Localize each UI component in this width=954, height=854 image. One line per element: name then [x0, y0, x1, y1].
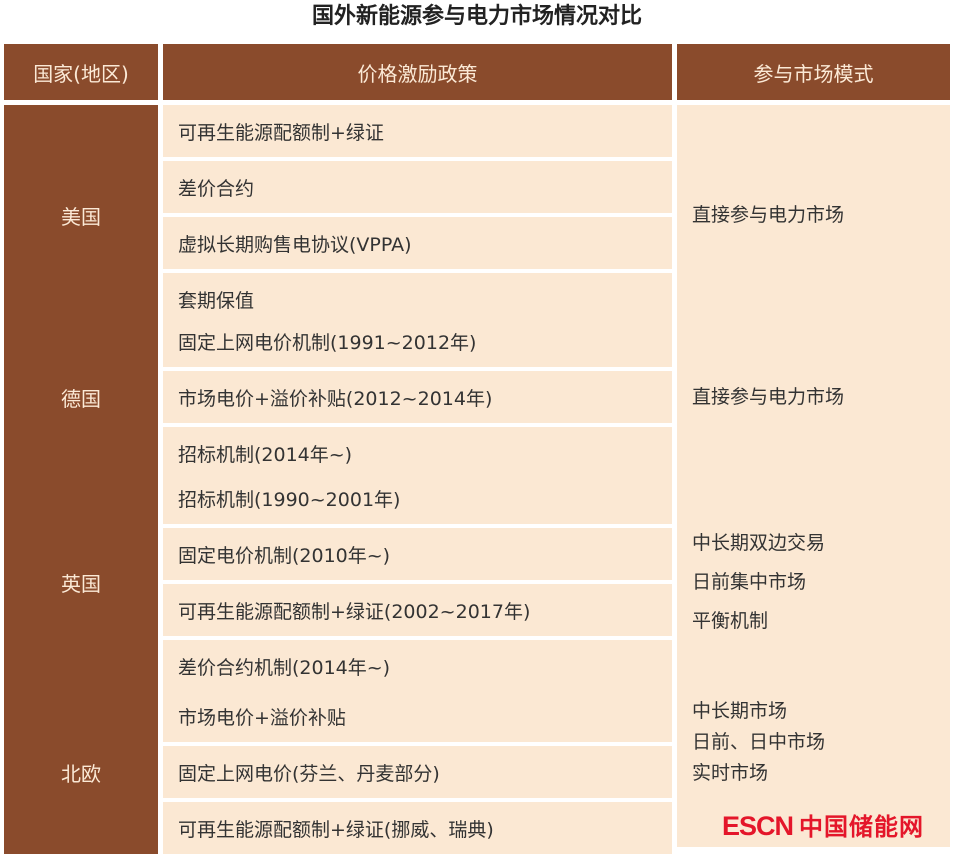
- mode-item: 中长期双边交易: [692, 531, 826, 554]
- mode-item: 直接参与电力市场: [692, 385, 845, 408]
- country-cell: 英国: [4, 472, 158, 692]
- policy-cell: 差价合约: [163, 161, 672, 213]
- mode-item: 中长期市场: [692, 700, 788, 722]
- policy-cell: 市场电价+溢价补贴(2012~2014年): [163, 371, 672, 423]
- mode-item: 日前集中市场: [692, 570, 807, 593]
- page-title: 国外新能源参与电力市场情况对比: [311, 4, 642, 29]
- country-cell: 美国: [4, 105, 158, 325]
- mode-item: 日前、日中市场: [692, 731, 826, 753]
- mode-item: 平衡机制: [692, 609, 769, 632]
- mode-cell: 直接参与电力市场: [677, 315, 950, 479]
- policy-cell: 固定电价机制(2010年~): [163, 528, 672, 580]
- country-cell: 德国: [4, 315, 158, 479]
- escn-logo-watermark: ESCN 中国储能网: [722, 811, 925, 841]
- policy-cell: 招标机制(2014年~): [163, 427, 672, 479]
- header-cell: 国家(地区): [4, 44, 158, 100]
- policy-cell: 可再生能源配额制+绿证(挪威、瑞典): [163, 802, 672, 854]
- header-cell: 参与市场模式: [677, 44, 950, 100]
- policy-cell: 固定上网电价机制(1991~2012年): [163, 315, 672, 367]
- mode-cell: 中长期市场日前、日中市场 实时市场: [677, 690, 950, 847]
- mode-cell: 中长期双边交易 日前集中市场 平衡机制: [677, 472, 950, 692]
- mode-item: 直接参与电力市场: [692, 203, 845, 226]
- policy-cell: 招标机制(1990~2001年): [163, 472, 672, 524]
- policy-cell: 可再生能源配额制+绿证(2002~2017年): [163, 584, 672, 636]
- policy-cell: 可再生能源配额制+绿证: [163, 105, 672, 157]
- policy-cell: 固定上网电价(芬兰、丹麦部分): [163, 746, 672, 798]
- policy-cell: 虚拟长期购售电协议(VPPA): [163, 217, 672, 269]
- country-cell: 北欧: [4, 690, 158, 854]
- mode-item: 实时市场: [692, 762, 769, 784]
- policy-cell: 市场电价+溢价补贴: [163, 690, 672, 742]
- policy-cell: 差价合约机制(2014年~): [163, 640, 672, 692]
- mode-cell: 直接参与电力市场: [677, 105, 950, 325]
- header-cell: 价格激励政策: [163, 44, 672, 100]
